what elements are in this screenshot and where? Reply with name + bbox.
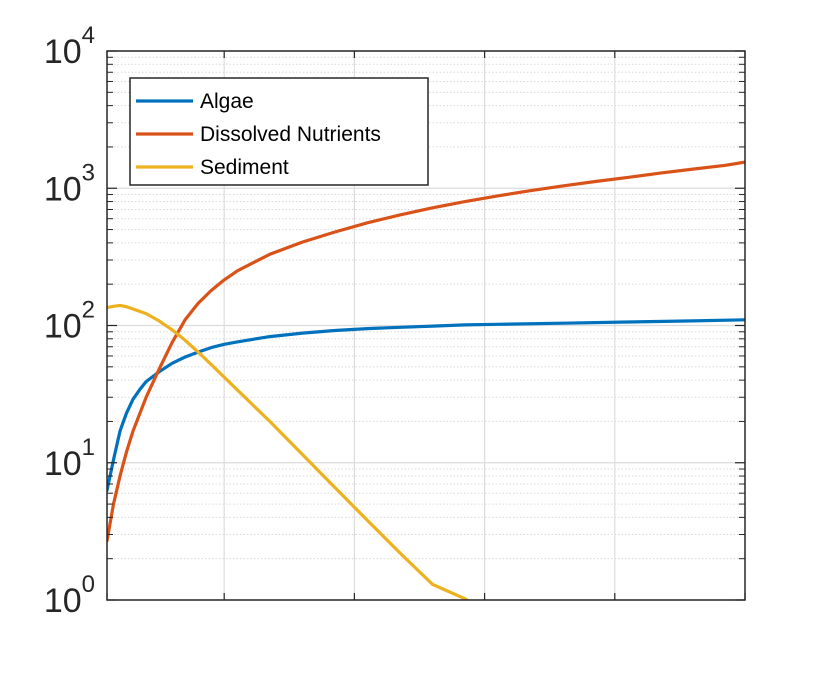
legend-label-sediment: Sediment bbox=[200, 156, 289, 179]
y-tick-label: 104 bbox=[44, 22, 95, 71]
tick-marks bbox=[106, 50, 746, 601]
legend-label-dissolved-nutrients: Dissolved Nutrients bbox=[200, 123, 381, 146]
y-tick-label: 103 bbox=[44, 159, 95, 208]
series-layer bbox=[107, 160, 745, 600]
y-tick-label: 102 bbox=[44, 297, 95, 346]
legend: Algae Dissolved Nutrients Sediment bbox=[129, 77, 429, 186]
dissolved-nutrients-line bbox=[107, 160, 745, 543]
y-tick-label: 101 bbox=[44, 434, 95, 483]
y-tick-labels: 100 101 102 103 104 bbox=[44, 22, 95, 620]
legend-label-algae: Algae bbox=[200, 90, 254, 113]
y-tick-label: 100 bbox=[44, 571, 95, 620]
algae-line bbox=[107, 318, 745, 492]
sediment-line bbox=[107, 303, 470, 600]
